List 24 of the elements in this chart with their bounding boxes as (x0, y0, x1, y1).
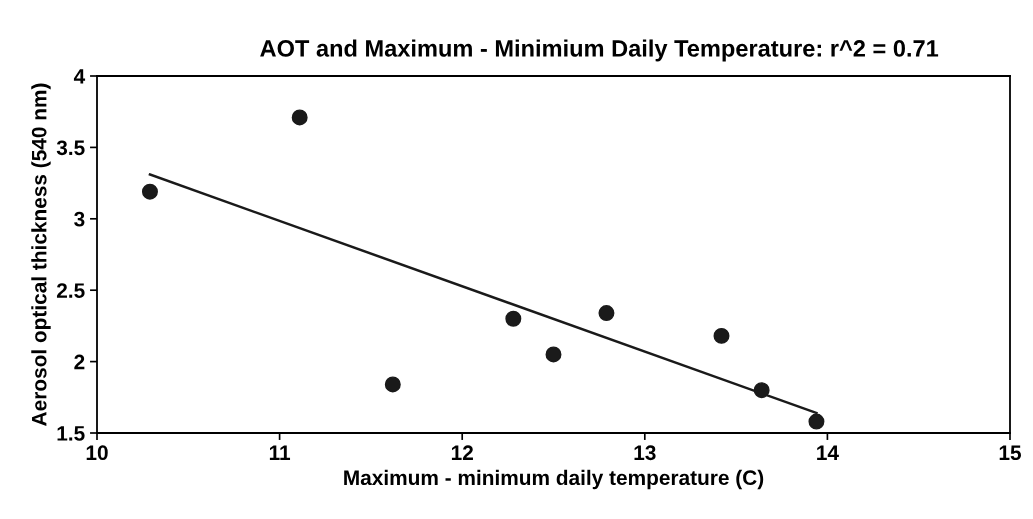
x-tick-label: 11 (269, 445, 291, 460)
x-tick-label: 12 (451, 445, 473, 460)
x-tick-label: 13 (634, 445, 656, 461)
x-axis-title: Maximum - minimum daily temperature (C) (344, 469, 764, 490)
y-tick-label: 1.5 (57, 426, 85, 441)
point (141, 183, 158, 200)
point (808, 413, 825, 430)
point (545, 346, 562, 363)
x-tick-label: 10 (86, 445, 108, 461)
y-tick-label: 3 (74, 211, 85, 227)
point (291, 109, 308, 126)
point (713, 327, 730, 344)
y-tick-label: 4 (73, 69, 86, 84)
point (505, 310, 522, 327)
y-tick-label: 3.5 (56, 140, 85, 156)
y-tick-label: 2.5 (56, 283, 85, 298)
point (384, 376, 401, 393)
y-axis-title: Aerosol optical thickness (540 nm) (31, 83, 51, 426)
chart-title: AOT and Maximum - Minimium Daily Temperature: r^2 = 0.71 (260, 39, 939, 62)
x-tick-label: 15 (999, 445, 1022, 461)
y-tick-label: 2 (74, 354, 85, 370)
x-tick-label: 14 (817, 445, 839, 460)
point (753, 382, 770, 399)
point (598, 305, 615, 322)
